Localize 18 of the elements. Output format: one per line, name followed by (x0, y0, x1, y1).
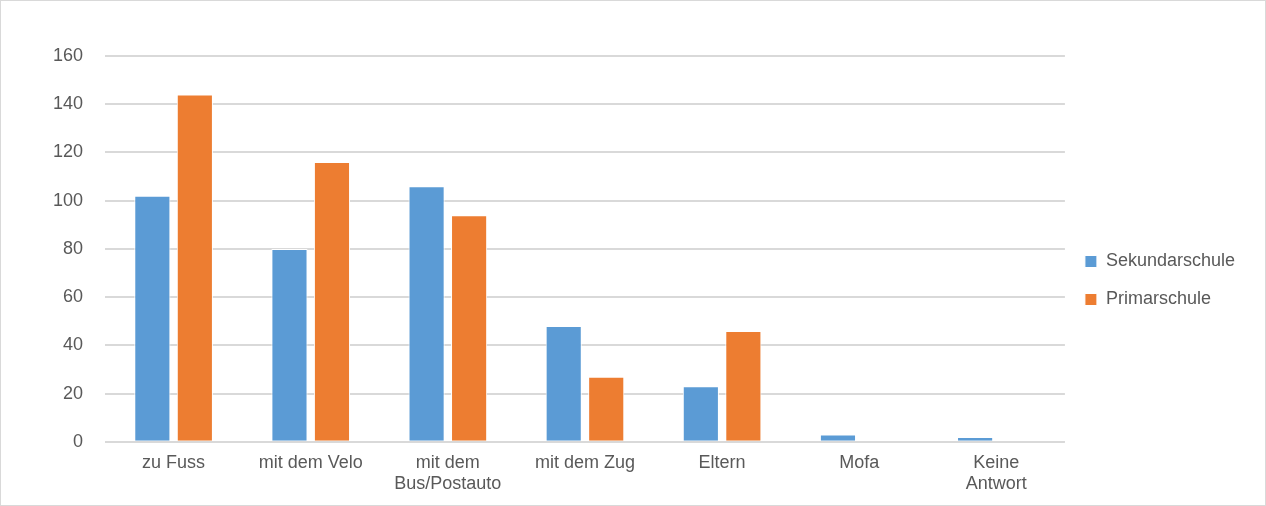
x-tick-label: mit dem Bus/Postauto (394, 451, 502, 494)
y-tick-label: 80 (63, 237, 84, 258)
y-tick-label: 100 (52, 189, 84, 210)
x-tick-label: Mofa (839, 451, 881, 472)
x-tick-label: zu Fuss (142, 451, 206, 472)
y-tick-label: 60 (63, 286, 84, 307)
x-tick-label: Keine Antwort (965, 451, 1027, 494)
y-tick-label: 0 (73, 430, 84, 451)
x-tick-label: mit dem Zug (534, 451, 635, 472)
x-tick-label: mit dem Velo (258, 451, 363, 472)
y-tick-label: 140 (52, 93, 84, 114)
y-tick-label: 160 (52, 44, 84, 65)
legend-label: Primarschule (1105, 288, 1211, 309)
x-tick-label: Eltern (698, 451, 746, 472)
y-tick-label: 20 (63, 382, 84, 403)
y-tick-label: 40 (63, 334, 84, 355)
y-tick-label: 120 (52, 141, 84, 162)
legend-label: Sekundarschule (1105, 250, 1236, 271)
